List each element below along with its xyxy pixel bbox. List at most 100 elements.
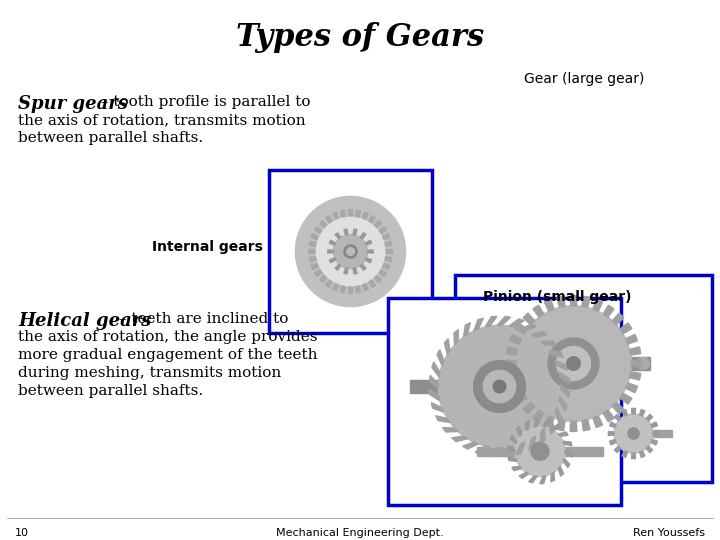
Polygon shape <box>325 215 333 224</box>
Text: during meshing, transmits motion: during meshing, transmits motion <box>18 366 282 380</box>
Polygon shape <box>382 234 390 240</box>
Polygon shape <box>651 440 657 445</box>
Polygon shape <box>454 329 459 345</box>
Polygon shape <box>620 323 632 334</box>
Polygon shape <box>515 393 527 404</box>
Polygon shape <box>552 424 561 430</box>
Circle shape <box>637 357 649 369</box>
Polygon shape <box>510 334 521 344</box>
Polygon shape <box>612 313 624 325</box>
Polygon shape <box>335 264 341 271</box>
Polygon shape <box>523 313 535 325</box>
Polygon shape <box>356 285 361 293</box>
Polygon shape <box>431 403 444 412</box>
Text: – teeth are inclined to: – teeth are inclined to <box>114 312 289 326</box>
Polygon shape <box>474 318 483 331</box>
Polygon shape <box>570 295 577 306</box>
Text: 10: 10 <box>15 528 29 538</box>
Polygon shape <box>505 360 516 367</box>
Polygon shape <box>593 300 603 311</box>
Circle shape <box>347 248 354 255</box>
Polygon shape <box>437 349 444 366</box>
Polygon shape <box>512 467 522 470</box>
Circle shape <box>438 325 561 448</box>
Polygon shape <box>333 282 339 291</box>
Polygon shape <box>626 334 637 344</box>
Polygon shape <box>559 396 567 411</box>
Circle shape <box>333 234 368 268</box>
Polygon shape <box>436 416 450 422</box>
Circle shape <box>498 357 510 369</box>
Polygon shape <box>557 296 565 307</box>
Polygon shape <box>603 410 614 422</box>
Polygon shape <box>533 410 544 422</box>
Polygon shape <box>360 264 366 271</box>
Polygon shape <box>508 457 517 461</box>
Polygon shape <box>608 431 614 436</box>
Polygon shape <box>614 446 621 453</box>
Polygon shape <box>488 448 502 456</box>
Polygon shape <box>311 263 320 269</box>
Polygon shape <box>509 319 524 327</box>
Polygon shape <box>544 300 554 311</box>
Polygon shape <box>315 269 323 276</box>
Polygon shape <box>365 258 372 263</box>
Polygon shape <box>429 389 440 401</box>
Circle shape <box>515 426 565 476</box>
Polygon shape <box>582 420 590 431</box>
Polygon shape <box>356 210 361 218</box>
Polygon shape <box>510 383 521 393</box>
Polygon shape <box>384 256 392 262</box>
Polygon shape <box>563 441 572 446</box>
Polygon shape <box>341 210 346 218</box>
Bar <box>410 380 590 393</box>
Text: Internal gears: Internal gears <box>152 240 263 254</box>
Polygon shape <box>639 409 645 416</box>
Circle shape <box>557 347 590 381</box>
Bar <box>477 447 603 456</box>
Polygon shape <box>555 408 562 423</box>
Polygon shape <box>629 372 641 380</box>
Polygon shape <box>320 220 328 228</box>
Polygon shape <box>647 446 653 453</box>
Bar <box>269 170 432 333</box>
Polygon shape <box>353 268 357 274</box>
Polygon shape <box>541 428 545 443</box>
Polygon shape <box>502 446 514 457</box>
Text: Types of Gears: Types of Gears <box>236 22 484 53</box>
Polygon shape <box>443 428 458 432</box>
Bar <box>455 275 712 482</box>
Polygon shape <box>329 240 336 245</box>
Polygon shape <box>544 416 554 428</box>
Polygon shape <box>614 414 621 421</box>
Polygon shape <box>320 274 328 282</box>
Circle shape <box>531 442 549 460</box>
Polygon shape <box>311 234 320 240</box>
Polygon shape <box>526 421 529 430</box>
Polygon shape <box>551 472 554 482</box>
Polygon shape <box>519 472 528 478</box>
Polygon shape <box>378 269 387 276</box>
Polygon shape <box>335 233 341 239</box>
Polygon shape <box>333 212 339 221</box>
Polygon shape <box>362 282 369 291</box>
Polygon shape <box>374 274 382 282</box>
Polygon shape <box>384 249 392 254</box>
Polygon shape <box>647 414 653 421</box>
Polygon shape <box>533 305 544 317</box>
Polygon shape <box>444 339 450 355</box>
Text: between parallel shafts.: between parallel shafts. <box>18 384 203 398</box>
Polygon shape <box>559 372 570 384</box>
Polygon shape <box>365 240 372 245</box>
Circle shape <box>295 197 405 307</box>
Polygon shape <box>325 279 333 287</box>
Polygon shape <box>620 393 632 404</box>
Polygon shape <box>451 436 467 442</box>
Text: Pinion (small gear): Pinion (small gear) <box>482 290 631 304</box>
Text: the axis of rotation, transmits motion: the axis of rotation, transmits motion <box>18 113 305 127</box>
Circle shape <box>548 338 599 389</box>
Polygon shape <box>603 305 614 317</box>
Polygon shape <box>362 212 369 221</box>
Polygon shape <box>612 402 624 414</box>
Bar <box>634 430 672 437</box>
